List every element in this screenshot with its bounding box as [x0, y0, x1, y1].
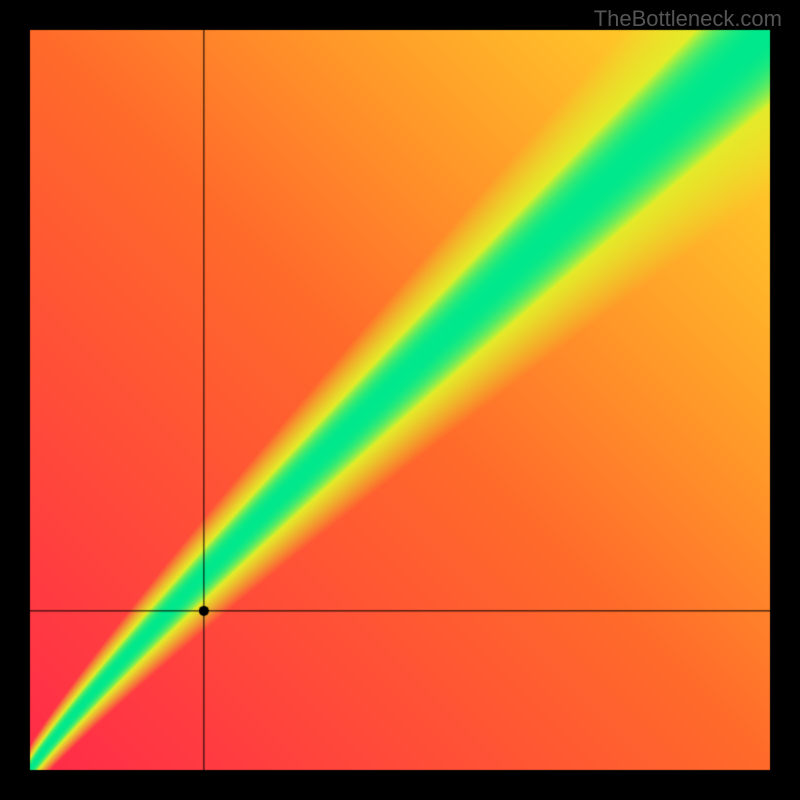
heatmap-canvas: [0, 0, 800, 800]
chart-frame: [0, 0, 800, 800]
watermark-text: TheBottleneck.com: [594, 6, 782, 32]
